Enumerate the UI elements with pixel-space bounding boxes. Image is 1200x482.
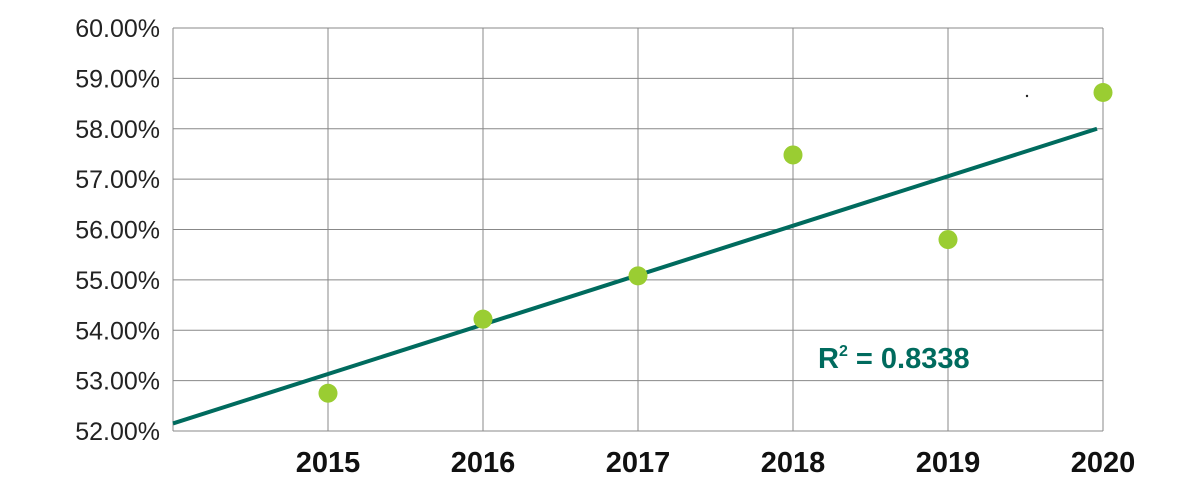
y-tick-label: 57.00% [75, 166, 160, 194]
y-tick-label: 58.00% [75, 116, 160, 144]
x-tick-label: 2017 [606, 447, 671, 479]
data-points [318, 82, 1113, 403]
y-tick-label: 54.00% [75, 317, 160, 345]
data-point [318, 383, 338, 403]
y-axis-ticks: 52.00% 53.00% 54.00% 55.00% 56.00% 57.00% 58.0… [75, 15, 160, 446]
x-tick-label: 2020 [1071, 447, 1136, 479]
y-tick-label: 60.00% [75, 15, 160, 43]
data-point [473, 309, 493, 329]
data-point [783, 145, 803, 165]
grid [172, 27, 1104, 432]
y-tick-label: 59.00% [75, 65, 160, 93]
y-tick-label: 52.00% [75, 418, 160, 446]
y-tick-label: 56.00% [75, 217, 160, 245]
x-tick-label: 2015 [296, 447, 361, 479]
stray-dot [1025, 94, 1029, 98]
x-axis-ticks: 2015 2016 2017 2018 2019 2020 [296, 447, 1136, 479]
x-tick-label: 2018 [761, 447, 826, 479]
y-tick-label: 55.00% [75, 267, 160, 295]
y-tick-label: 53.00% [75, 368, 160, 396]
x-tick-label: 2016 [451, 447, 516, 479]
data-point [938, 230, 958, 250]
data-point [1093, 82, 1113, 102]
x-tick-label: 2019 [916, 447, 981, 479]
data-point [628, 266, 648, 286]
r-squared-value: = 0.8338 [848, 343, 970, 375]
r-squared-prefix: R [818, 343, 839, 375]
r-squared-superscript: 2 [839, 343, 848, 360]
r-squared-label: R2 = 0.8338 [818, 343, 970, 375]
